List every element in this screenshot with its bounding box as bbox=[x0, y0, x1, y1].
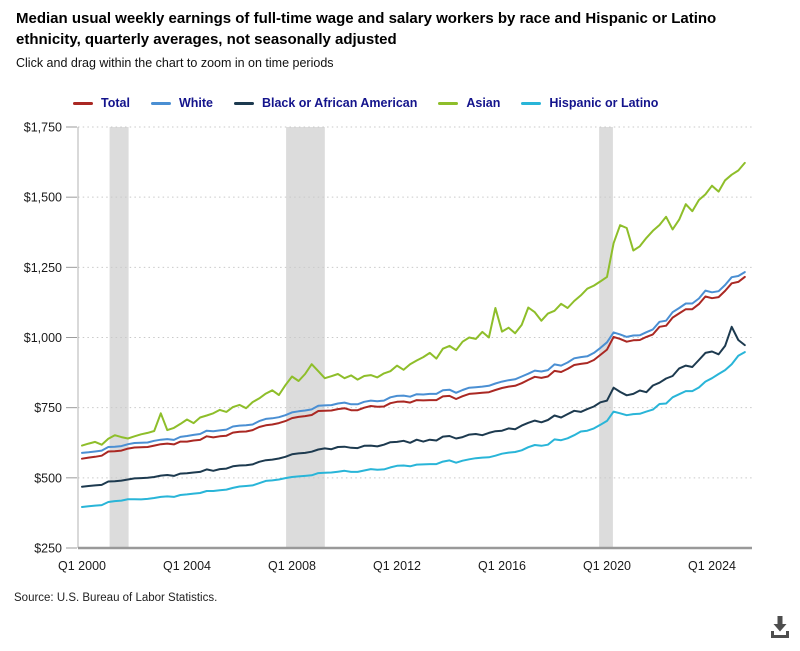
y-tick-label: $1,250 bbox=[24, 261, 62, 275]
legend-label-total: Total bbox=[101, 96, 130, 110]
page-title: Median usual weekly earnings of full-tim… bbox=[16, 10, 717, 48]
source-note: Source: U.S. Bureau of Labor Statistics. bbox=[14, 592, 218, 604]
legend-item-hispanic-or-latino[interactable]: Hispanic or Latino bbox=[521, 96, 658, 110]
y-tick-label: $500 bbox=[34, 471, 62, 485]
download-icon bbox=[771, 616, 789, 638]
series-line-black-or-african-american[interactable] bbox=[81, 325, 746, 488]
x-tick-label: Q1 2020 bbox=[583, 559, 631, 573]
legend-item-black-or-african-american[interactable]: Black or African American bbox=[233, 96, 418, 110]
legend-swatch-white bbox=[150, 101, 171, 105]
legend-label-white: White bbox=[178, 96, 213, 110]
y-tick-label: $1,500 bbox=[24, 191, 62, 205]
x-tick-label: Q1 2012 bbox=[373, 559, 421, 573]
chart-subtitle: Click and drag within the chart to zoom … bbox=[16, 56, 334, 70]
legend-swatch-black-or-african-american bbox=[233, 101, 254, 105]
y-tick-label: $1,750 bbox=[24, 121, 62, 135]
y-tick-label: $750 bbox=[34, 401, 62, 415]
legend-label-hispanic-or-latino: Hispanic or Latino bbox=[549, 96, 659, 110]
legend-label-black-or-african-american: Black or African American bbox=[261, 96, 418, 110]
legend: Total White Black or African American As… bbox=[73, 96, 658, 110]
legend-item-white[interactable]: White bbox=[150, 96, 213, 110]
y-tick-label: $250 bbox=[34, 542, 62, 556]
x-tick-label: Q1 2024 bbox=[688, 559, 736, 573]
legend-swatch-total bbox=[73, 101, 93, 105]
legend-item-asian[interactable]: Asian bbox=[438, 96, 500, 110]
legend-swatch-asian bbox=[438, 101, 459, 105]
earnings-line-chart[interactable]: $1,750 $1,500 $1,250 $1,000 $750 $500 $250 Q1 2… bbox=[0, 118, 800, 588]
legend-label-asian: Asian bbox=[466, 96, 501, 110]
recession-band bbox=[599, 127, 613, 548]
x-tick-label: Q1 2016 bbox=[478, 559, 526, 573]
series-line-asian[interactable] bbox=[81, 161, 746, 447]
x-tick-label: Q1 2008 bbox=[268, 559, 316, 573]
series-line-white[interactable] bbox=[81, 271, 746, 454]
y-tick-label: $1,000 bbox=[24, 331, 62, 345]
legend-item-total[interactable]: Total bbox=[73, 96, 130, 110]
series-line-hispanic-or-latino[interactable] bbox=[81, 351, 746, 508]
series-line-total[interactable] bbox=[81, 275, 746, 460]
x-tick-label: Q1 2004 bbox=[163, 559, 211, 573]
x-tick-label: Q1 2000 bbox=[58, 559, 106, 573]
download-button[interactable] bbox=[764, 611, 796, 643]
recession-band bbox=[109, 127, 129, 548]
legend-swatch-hispanic-or-latino bbox=[521, 101, 542, 105]
